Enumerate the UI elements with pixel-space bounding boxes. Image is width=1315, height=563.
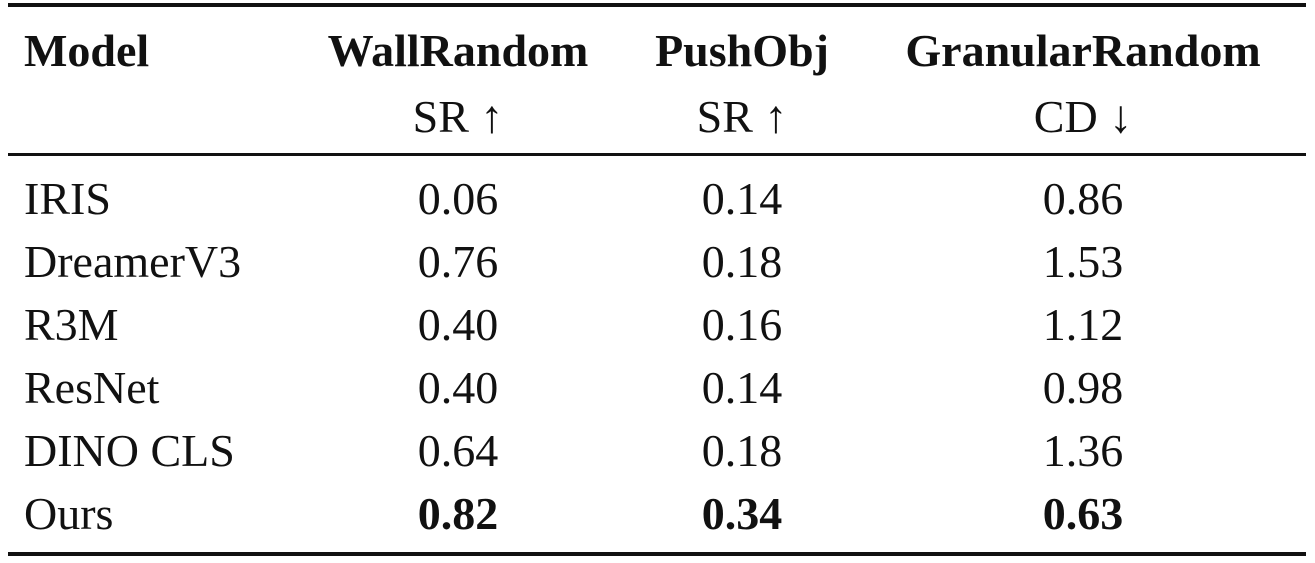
cell-r3m-wallrandom: 0.40 [417,299,499,350]
row-model-resnet: ResNet [24,362,160,413]
header-wallrandom: WallRandom [327,25,589,76]
row-model-dino-cls: DINO CLS [24,425,235,476]
metric-wallrandom: SR ↑ [412,91,504,142]
cell-dreamerv3-wallrandom: 0.76 [417,236,499,287]
row-model-iris: IRIS [24,173,111,224]
cell-ours-wallrandom: 0.82 [417,488,499,539]
cell-iris-pushobj: 0.14 [701,173,783,224]
cell-dino-cls-granularrandom: 1.36 [1042,425,1124,476]
header-granularrandom: GranularRandom [905,25,1261,76]
cell-ours-granularrandom: 0.63 [1042,488,1124,539]
header-rule [8,153,1306,156]
metric-pushobj: SR ↑ [696,91,788,142]
cell-resnet-granularrandom: 0.98 [1042,362,1124,413]
header-pushobj: PushObj [655,25,829,76]
cell-ours-pushobj: 0.34 [701,488,783,539]
cell-dreamerv3-pushobj: 0.18 [701,236,783,287]
row-model-r3m: R3M [24,299,119,350]
cell-resnet-wallrandom: 0.40 [417,362,499,413]
row-model-ours: Ours [24,488,114,539]
cell-dreamerv3-granularrandom: 1.53 [1042,236,1124,287]
cell-dino-cls-pushobj: 0.18 [701,425,783,476]
row-model-dreamerv3: DreamerV3 [24,236,242,287]
top-rule [8,3,1306,7]
cell-iris-wallrandom: 0.06 [417,173,499,224]
cell-resnet-pushobj: 0.14 [701,362,783,413]
bottom-rule [8,552,1306,556]
cell-dino-cls-wallrandom: 0.64 [417,425,499,476]
header-model: Model [24,25,150,76]
metric-granularrandom: CD ↓ [1033,91,1133,142]
cell-r3m-pushobj: 0.16 [701,299,783,350]
cell-r3m-granularrandom: 1.12 [1042,299,1124,350]
cell-iris-granularrandom: 0.86 [1042,173,1124,224]
